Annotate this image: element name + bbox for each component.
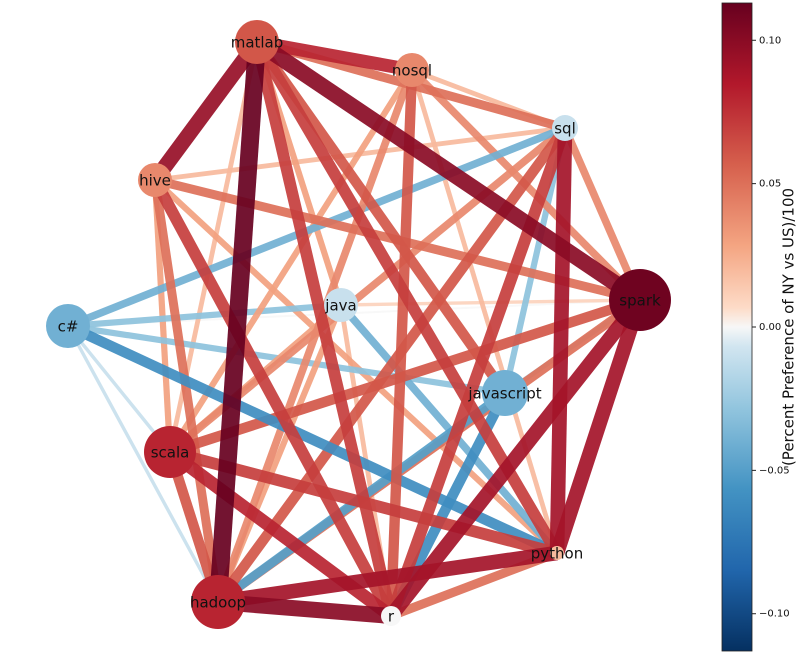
edge bbox=[217, 594, 392, 624]
node bbox=[550, 546, 564, 560]
edge bbox=[385, 69, 418, 617]
node-label: python bbox=[531, 545, 583, 563]
node bbox=[395, 53, 429, 87]
node bbox=[235, 20, 279, 64]
edge bbox=[252, 35, 645, 307]
node-label: javascript bbox=[467, 385, 541, 403]
node bbox=[552, 115, 578, 141]
edge bbox=[252, 38, 510, 397]
edge bbox=[550, 297, 647, 556]
node-label: hadoop bbox=[190, 594, 246, 612]
colorbar-tick-label: 0.10 bbox=[759, 35, 781, 46]
edge bbox=[251, 40, 397, 618]
node bbox=[144, 426, 196, 478]
edge bbox=[67, 301, 342, 330]
edge bbox=[150, 179, 223, 603]
colorbar-tick-label: 0.05 bbox=[759, 179, 781, 190]
edge bbox=[561, 126, 644, 302]
node-label: hive bbox=[139, 172, 171, 190]
nodes: matlab nosql sql hive c# java spark javascript s… bbox=[46, 20, 671, 629]
colorbar-tick-label: 0.00 bbox=[759, 322, 781, 333]
node bbox=[482, 370, 528, 416]
node-label: java bbox=[324, 297, 356, 315]
edge bbox=[66, 324, 172, 454]
node-label: matlab bbox=[231, 34, 284, 52]
edges bbox=[65, 35, 647, 624]
edge bbox=[148, 37, 264, 185]
edge bbox=[409, 69, 560, 554]
node bbox=[138, 163, 172, 197]
node-label: r bbox=[388, 608, 395, 626]
edge bbox=[149, 177, 397, 619]
edge bbox=[66, 124, 567, 330]
node bbox=[381, 606, 401, 626]
edge bbox=[340, 298, 641, 307]
node bbox=[46, 304, 90, 348]
edge bbox=[66, 325, 220, 603]
node bbox=[191, 575, 245, 629]
edge bbox=[549, 127, 573, 554]
node bbox=[324, 288, 358, 322]
edge bbox=[255, 35, 414, 77]
edge bbox=[209, 41, 266, 603]
node-label: scala bbox=[151, 444, 190, 462]
colorbar-tick-label: −0.05 bbox=[759, 465, 790, 476]
edge bbox=[385, 126, 571, 618]
node-label: sql bbox=[554, 120, 576, 138]
node bbox=[609, 269, 671, 331]
node-label: spark bbox=[619, 292, 661, 310]
node-label: nosql bbox=[392, 62, 432, 80]
edge bbox=[216, 545, 559, 610]
edge bbox=[385, 295, 646, 621]
colorbar bbox=[721, 2, 753, 652]
node-label: c# bbox=[58, 318, 79, 336]
colorbar-label: (Percent Preference of NY vs US)/100 bbox=[780, 188, 798, 466]
colorbar-tick-label: −0.10 bbox=[759, 609, 790, 620]
